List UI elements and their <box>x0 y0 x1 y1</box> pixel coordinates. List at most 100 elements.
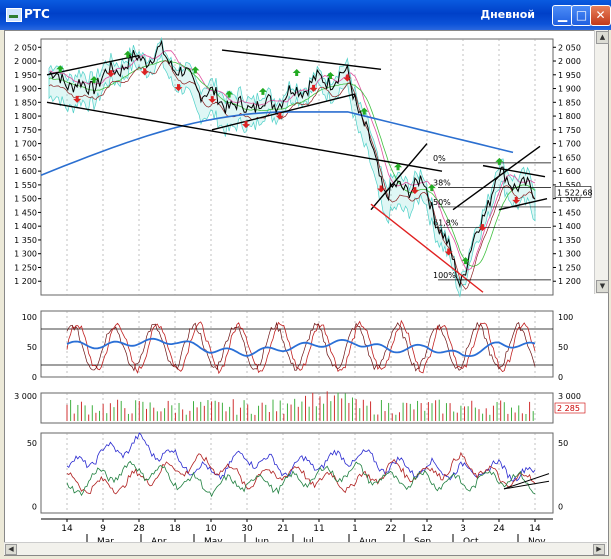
fractal-up-arrow <box>191 66 200 74</box>
volume-ytick-label-right: 3 000 <box>558 392 581 401</box>
x-day-label: 24 <box>493 524 505 534</box>
current-price-box <box>554 186 592 198</box>
price-ytick-label-left: 1 950 <box>14 71 37 80</box>
price-ytick-label-left: 1 600 <box>14 167 37 176</box>
fractal-down-arrow <box>377 185 386 193</box>
vertical-scrollbar[interactable]: ▲ ▼ <box>594 30 609 294</box>
price-ytick-label-right: 1 400 <box>558 222 581 231</box>
osc-ytick-label-left: 50 <box>27 343 37 352</box>
price-ytick-label-left: 1 550 <box>14 181 37 190</box>
scroll-right-icon[interactable]: ▶ <box>593 544 605 555</box>
x-day-label: 14 <box>529 524 541 534</box>
price-ytick-label-left: 1 650 <box>14 153 37 162</box>
dmi-ytick-label-left: 50 <box>27 439 37 448</box>
trendline <box>46 101 443 172</box>
x-day-label: 10 <box>205 524 217 534</box>
price-ytick-label-right: 1 350 <box>558 236 581 245</box>
price-ytick-label-right: 1 300 <box>558 250 581 259</box>
fractal-down-arrow <box>512 196 521 204</box>
fractal-up-arrow <box>90 76 99 84</box>
volume-current-box <box>554 402 586 414</box>
dmi-line <box>66 451 536 495</box>
trendline <box>46 54 140 76</box>
price-ytick-label-left: 1 400 <box>14 222 37 231</box>
fractal-down-arrow <box>208 96 217 104</box>
fractal-up-arrow <box>326 71 335 79</box>
fractal-up-arrow <box>292 68 301 76</box>
trendline <box>211 93 356 131</box>
current-price-label: 1 522,68 <box>557 188 593 197</box>
price-ytick-label-left: 1 250 <box>14 263 37 272</box>
ichimoku-cloud <box>48 36 536 298</box>
volume-current-label: 2 285 <box>557 404 580 413</box>
fib-level-label: 0% <box>433 154 446 163</box>
minimize-button[interactable]: ▁ <box>552 5 573 26</box>
fractal-down-arrow <box>106 70 115 78</box>
x-day-label: 18 <box>169 524 181 534</box>
title-bar[interactable]: PTC Дневной ▁ □ ✕ <box>0 0 611 30</box>
fractal-up-arrow <box>495 157 504 165</box>
fractal-down-arrow <box>242 121 251 129</box>
scroll-up-icon[interactable]: ▲ <box>596 31 609 44</box>
price-ytick-label-right: 1 550 <box>558 181 581 190</box>
x-day-label: 9 <box>100 524 106 534</box>
fractal-up-arrow <box>394 163 403 171</box>
ma-mid-line <box>48 60 536 267</box>
minimize-icon: ▁ <box>557 8 568 22</box>
fractal-up-arrow <box>461 257 470 265</box>
period-label[interactable]: Дневной <box>480 8 535 21</box>
dmi-line <box>66 460 536 498</box>
price-ytick-label-left: 1 200 <box>14 277 37 286</box>
trendline <box>498 197 548 211</box>
x-day-label: 12 <box>421 524 432 534</box>
fractal-down-arrow <box>343 74 352 82</box>
osc-ytick-label-left: 100 <box>22 313 37 322</box>
price-ytick-label-right: 1 500 <box>558 195 581 204</box>
trendline <box>452 145 541 211</box>
fib-level-label: 61,8% <box>433 219 459 228</box>
dmi-ytick-label-left: 0 <box>32 503 37 512</box>
trendline <box>221 49 382 70</box>
price-ytick-label-right: 1 450 <box>558 208 581 217</box>
fractal-down-arrow <box>478 224 487 232</box>
ma-long-line <box>40 111 514 177</box>
price-ytick-label-left: 1 300 <box>14 250 37 259</box>
chart-area[interactable]: 0% 38% 50% 61,8% 100% 2 050 2 050 2 000 2 000 1 … <box>4 23 609 556</box>
scroll-down-icon[interactable]: ▼ <box>596 280 609 293</box>
price-ytick-label-left: 1 450 <box>14 208 37 217</box>
fractal-down-arrow <box>444 248 453 256</box>
support-trendline <box>370 203 484 293</box>
price-ytick-label-left: 1 500 <box>14 195 37 204</box>
x-day-label: 3 <box>460 524 466 534</box>
x-day-label: 14 <box>61 524 73 534</box>
fib-level-label: 100% <box>433 271 456 280</box>
trendline <box>370 143 428 211</box>
maximize-button[interactable]: □ <box>571 5 592 26</box>
close-button[interactable]: ✕ <box>590 5 611 26</box>
trendline <box>482 164 546 178</box>
lagging-line <box>48 60 536 290</box>
chart-canvas[interactable]: 0% 38% 50% 61,8% 100% 2 050 2 050 2 000 2 000 1 … <box>5 23 608 555</box>
price-ytick-label-right: 1 900 <box>558 85 581 94</box>
price-ytick-label-left: 1 700 <box>14 140 37 149</box>
horizontal-scrollbar[interactable]: ◀ ▶ <box>4 542 607 555</box>
fractal-up-arrow <box>225 90 234 98</box>
scroll-left-icon[interactable]: ◀ <box>5 544 17 555</box>
x-day-label: 22 <box>385 524 396 534</box>
x-day-label: 21 <box>277 524 288 534</box>
price-ytick-label-left: 1 750 <box>14 126 37 135</box>
window-title: PTC <box>24 7 50 21</box>
fractal-up-arrow <box>427 184 436 192</box>
fractal-up-arrow <box>123 50 132 58</box>
dmi-panel-frame <box>40 432 554 514</box>
fractal-up-arrow <box>56 65 65 73</box>
fractal-down-arrow <box>410 187 419 195</box>
osc-ytick-label-right: 50 <box>558 343 568 352</box>
fractal-down-arrow <box>275 112 284 120</box>
x-day-label: 11 <box>313 524 324 534</box>
osc-ytick-label-right: 0 <box>558 373 563 382</box>
price-ytick-label-right: 2 000 <box>558 57 581 66</box>
fractal-down-arrow <box>140 68 149 76</box>
dmi-ytick-label-right: 0 <box>558 503 563 512</box>
